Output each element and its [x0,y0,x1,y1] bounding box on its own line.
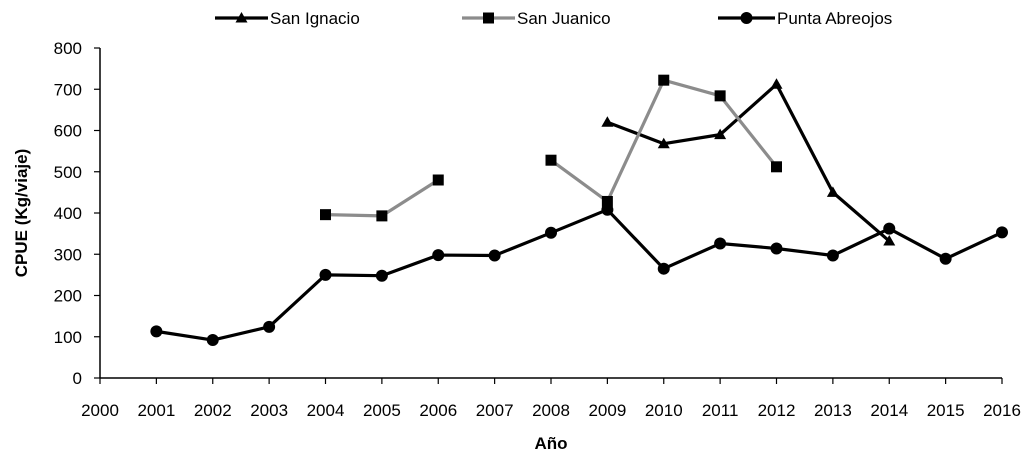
series-line [156,208,1003,342]
x-tick-label: 2001 [137,401,175,420]
data-point-circle [770,242,783,255]
axes: 0 100 200 300 400 500 600 700 800 2000 2001 2002 200… [54,39,1021,420]
legend: San Ignacio San Juanico Punta Abreojos [215,9,892,28]
data-point-square [658,74,670,86]
series-punta-abreojos [150,203,1008,347]
series-san-juanico [320,74,782,222]
data-point-circle [939,252,952,265]
data-point-square [432,174,444,186]
y-tick-label: 100 [54,328,82,347]
x-tick-label: 2002 [194,401,232,420]
legend-item: San Juanico [462,9,611,28]
x-tick-label: 2007 [476,401,514,420]
x-axis-title: Año [534,434,567,453]
data-point-square [376,210,388,222]
data-point-triangle [883,235,896,246]
data-point-square [545,154,557,166]
legend-item: Punta Abreojos [718,9,892,28]
data-point-circle [263,320,276,333]
data-point-circle [488,249,501,262]
legend-label: San Ignacio [270,9,360,28]
data-point-triangle [714,128,727,140]
legend-item: San Ignacio [215,9,360,28]
x-tick-label: 2005 [363,401,401,420]
data-point-circle [375,269,388,282]
y-tick-label: 200 [54,287,82,306]
data-point-circle [150,325,163,338]
y-tick-label: 0 [73,369,82,388]
data-point-square [483,12,494,24]
x-tick-label: 2008 [532,401,570,420]
data-point-triangle [770,78,783,89]
data-point-circle [319,268,332,281]
y-tick-label: 500 [54,163,82,182]
x-tick-label: 2015 [927,401,965,420]
data-point-circle [883,222,896,235]
x-tick-label: 2014 [870,401,908,420]
x-tick-label: 2012 [758,401,796,420]
x-tick-label: 2003 [250,401,288,420]
x-tick-label: 2004 [307,401,345,420]
data-point-circle [657,262,670,275]
data-point-circle [206,334,219,347]
data-point-square [714,90,726,102]
data-point-circle [740,12,753,24]
legend-label: Punta Abreojos [777,9,892,28]
legend-label: San Juanico [517,9,611,28]
y-tick-label: 700 [54,80,82,99]
series-layer [150,74,1008,347]
x-tick-label: 2013 [814,401,852,420]
data-point-circle [996,226,1008,239]
data-point-square [320,209,331,221]
data-point-circle [601,203,614,216]
x-tick-label: 2011 [702,401,739,420]
x-tick-label: 2010 [645,401,683,420]
x-tick-label: 2009 [588,401,626,420]
data-point-square [601,195,613,207]
x-tick-label: 2000 [81,401,119,420]
data-point-triangle [601,116,614,127]
data-point-circle [714,237,727,250]
y-tick-label: 800 [54,39,82,58]
series-san-ignacio [601,78,896,246]
y-axis-title: CPUE (Kg/viaje) [12,149,31,277]
data-point-triangle [826,186,839,197]
x-tick-label: 2016 [983,401,1021,420]
y-tick-label: 400 [54,204,82,223]
y-tick-label: 600 [54,122,82,141]
data-point-circle [826,249,839,262]
y-tick-label: 300 [54,245,82,264]
data-point-circle [432,249,445,262]
series-line [606,82,891,243]
data-point-triangle [235,12,248,23]
data-point-triangle [657,137,670,149]
data-point-circle [545,226,557,239]
x-tick-label: 2006 [419,401,457,420]
data-point-square [771,161,782,173]
